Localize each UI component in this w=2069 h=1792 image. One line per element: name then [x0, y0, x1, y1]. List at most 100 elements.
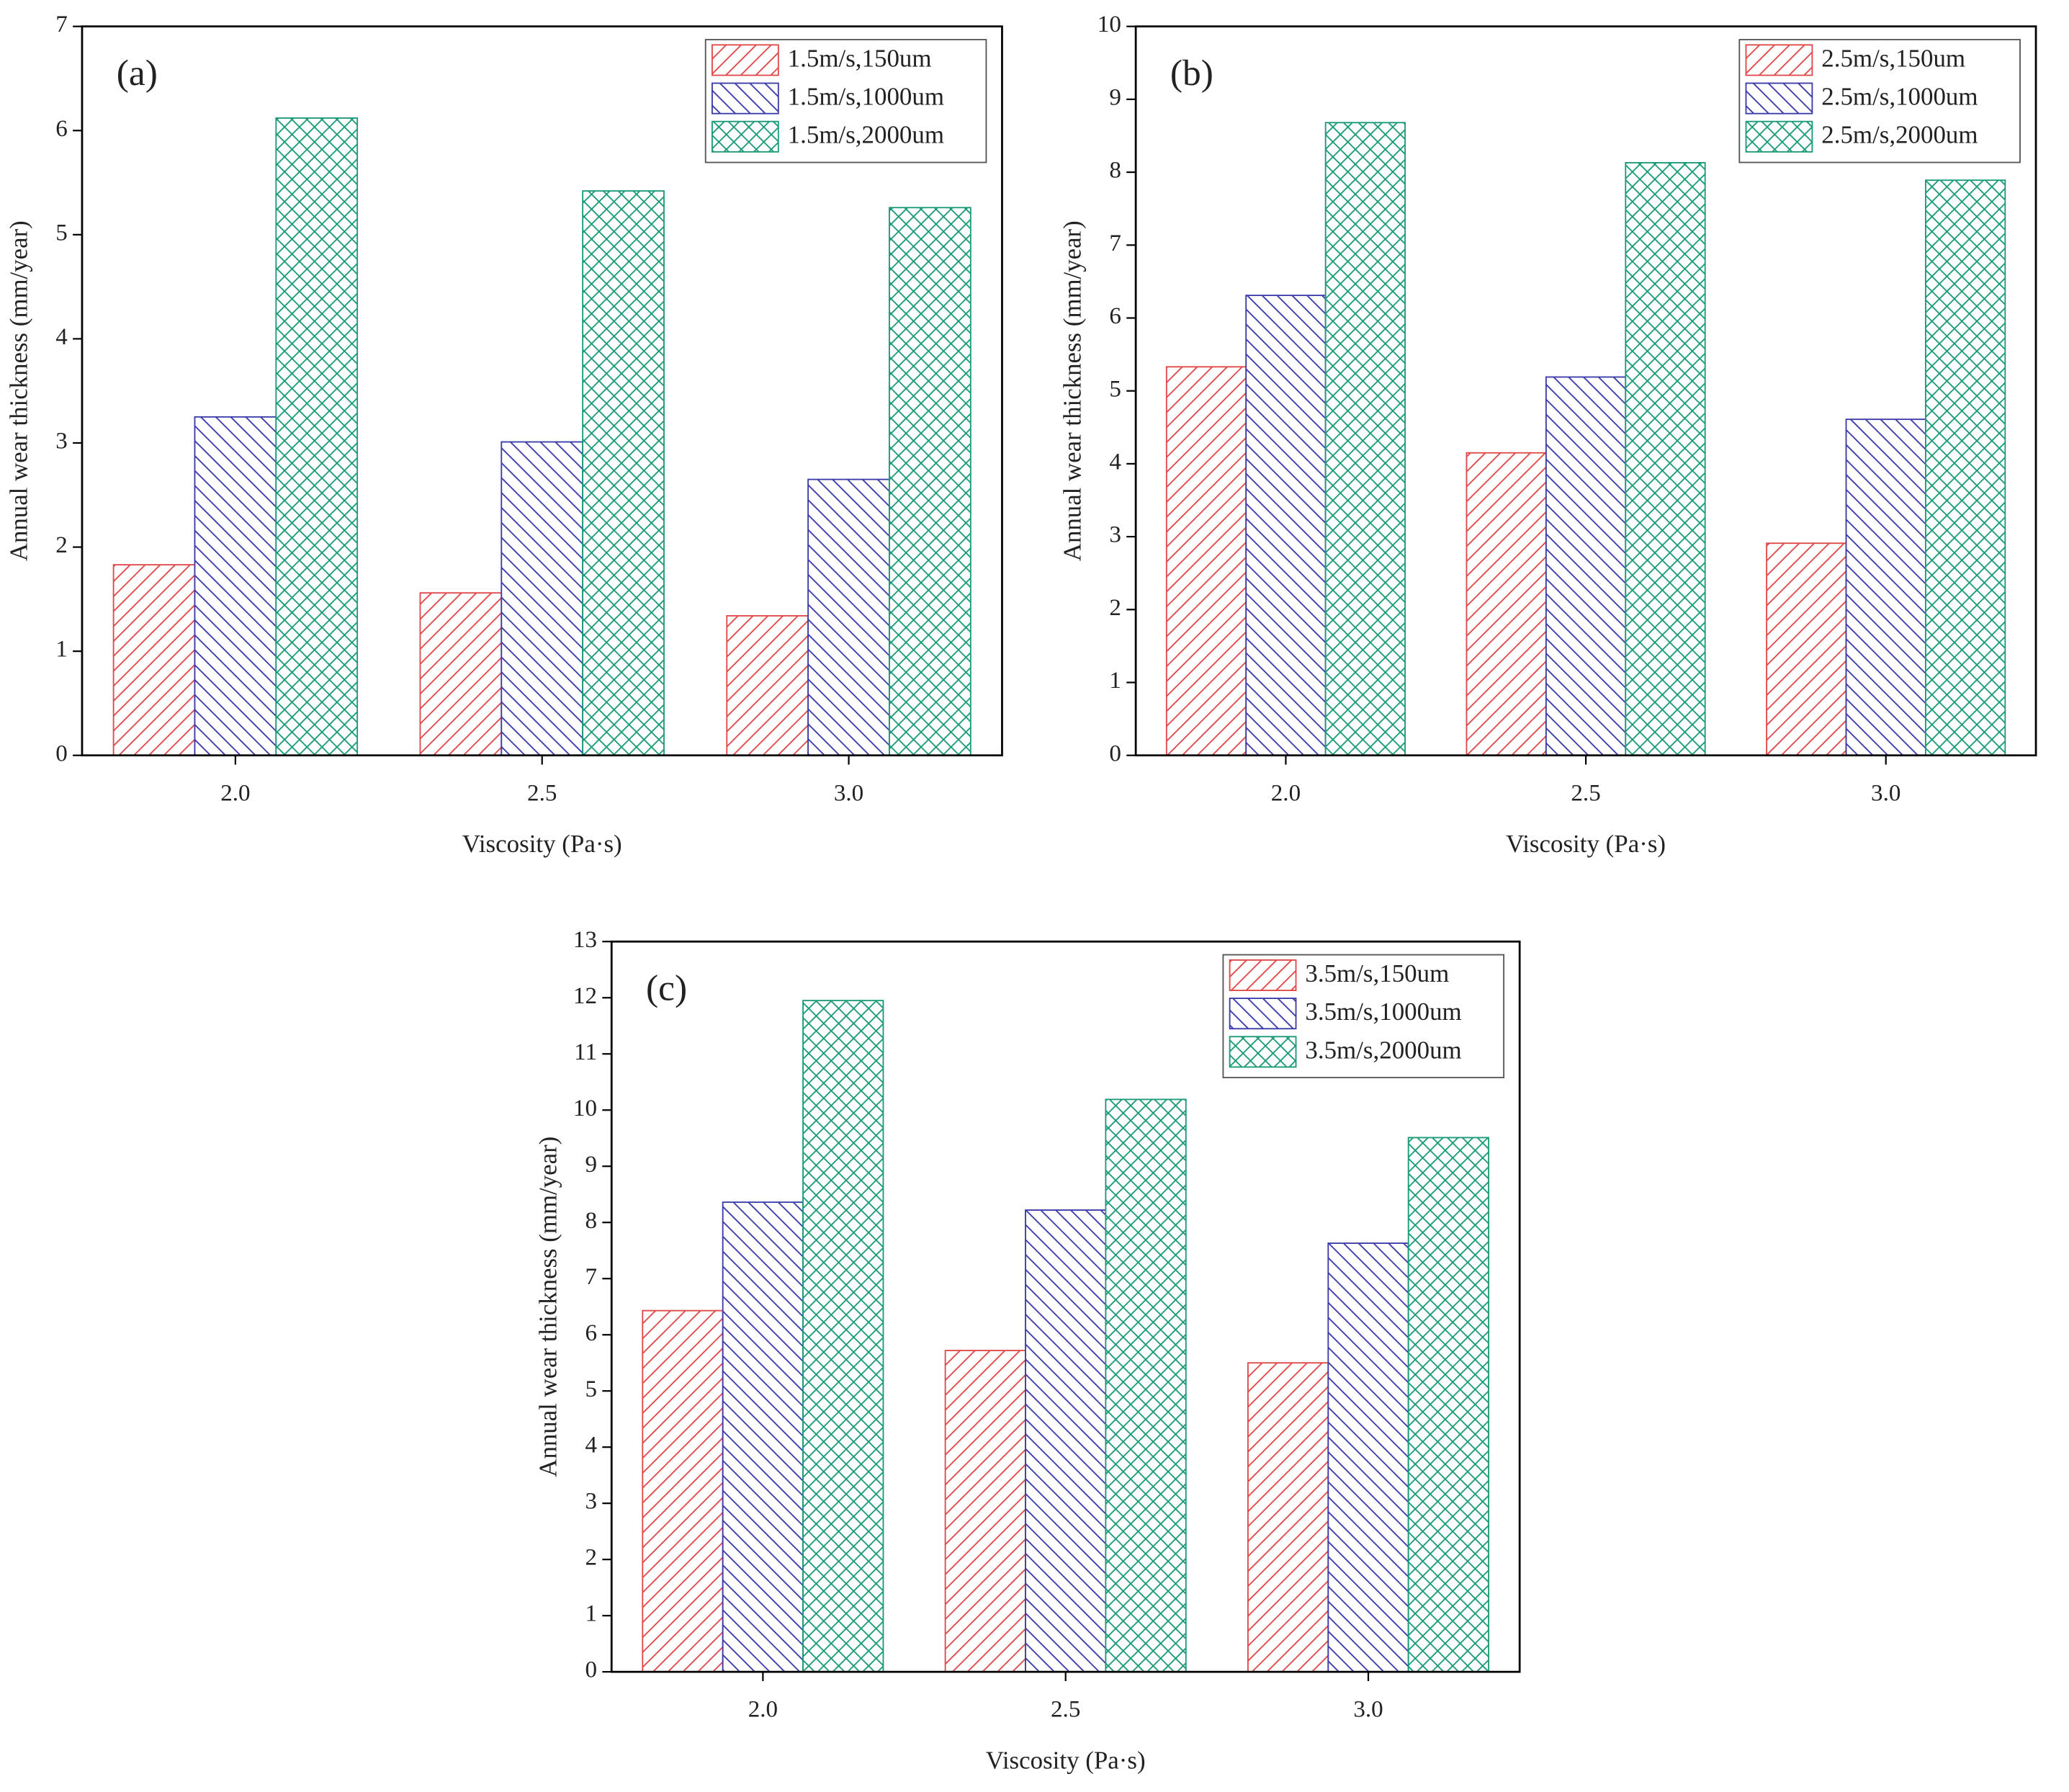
legend-swatch: [1229, 959, 1297, 992]
bar: [419, 592, 503, 756]
y-axis-label: Annual wear thickness (mm/year): [534, 1137, 562, 1477]
bar: [944, 1350, 1026, 1673]
panel-label: (a): [117, 53, 158, 94]
y-tick-label: 2: [1109, 595, 1121, 621]
legend-swatch: [1745, 82, 1813, 115]
y-tick-label: 12: [573, 983, 597, 1009]
bar: [1245, 295, 1327, 756]
legend-swatch: [1229, 1036, 1297, 1068]
bar: [194, 416, 277, 756]
bar: [1545, 376, 1627, 756]
y-tick-label: 7: [1109, 230, 1121, 256]
bar: [112, 564, 196, 756]
bar: [1766, 542, 1847, 756]
legend-label: 2.5m/s,1000um: [1821, 83, 1978, 111]
x-tick-label: 3.0: [1871, 780, 1900, 806]
y-tick-label: 9: [1109, 84, 1121, 110]
plot-frame: [1134, 25, 2037, 757]
x-tick-label: 2.5: [1051, 1697, 1080, 1723]
y-tick-label: 9: [585, 1152, 597, 1178]
bar: [807, 478, 890, 756]
legend-swatch: [711, 120, 779, 153]
y-tick-label: 4: [55, 324, 68, 350]
x-tick-label: 2.5: [527, 780, 557, 806]
legend-label: 3.5m/s,2000um: [1305, 1036, 1461, 1064]
legend-swatch: [1229, 998, 1297, 1030]
y-tick-label: 10: [1098, 12, 1121, 37]
y-tick-label: 1: [585, 1601, 597, 1627]
bar: [1845, 418, 1926, 756]
legend-swatch: [1745, 44, 1813, 76]
y-tick-label: 3: [55, 429, 68, 454]
y-tick-label: 6: [1109, 303, 1121, 329]
y-tick-label: 4: [585, 1433, 597, 1459]
bar: [275, 117, 359, 756]
bar: [722, 1201, 804, 1673]
bar: [1165, 366, 1247, 756]
x-axis-label: Viscosity (Pa·s): [986, 1747, 1146, 1775]
legend-label: 2.5m/s,150um: [1821, 44, 1965, 72]
legend-label: 2.5m/s,2000um: [1821, 121, 1978, 149]
legend-label: 1.5m/s,150um: [788, 44, 932, 72]
y-tick-label: 5: [1109, 376, 1121, 402]
plot-frame: [81, 25, 1003, 757]
x-axis-label: Viscosity (Pa·s): [1506, 830, 1666, 858]
x-tick-label: 2.0: [1271, 780, 1301, 806]
y-axis-label: Annual wear thickness (mm/year): [4, 220, 32, 561]
y-tick-label: 3: [585, 1489, 597, 1515]
legend-label: 3.5m/s,150um: [1305, 959, 1449, 987]
y-tick-label: 2: [55, 532, 68, 558]
bar: [501, 441, 584, 756]
plot-frame: [610, 940, 1521, 1673]
bar: [726, 615, 809, 756]
bar: [1105, 1098, 1187, 1673]
panel-label: (b): [1170, 53, 1213, 94]
x-tick-label: 2.0: [748, 1697, 778, 1723]
y-tick-label: 0: [585, 1657, 597, 1683]
y-tick-label: 11: [574, 1039, 597, 1065]
y-tick-label: 3: [1109, 522, 1121, 548]
x-tick-label: 3.0: [1353, 1697, 1383, 1723]
y-axis-label: Annual wear thickness (mm/year): [1059, 220, 1087, 561]
bar: [1324, 122, 1406, 756]
bar: [1407, 1137, 1490, 1673]
y-tick-label: 2: [585, 1545, 597, 1571]
y-tick-label: 7: [55, 12, 68, 37]
y-tick-label: 8: [1109, 158, 1121, 184]
bar: [1247, 1362, 1329, 1673]
bar: [889, 207, 971, 756]
bar: [1466, 452, 1547, 756]
y-tick-label: 0: [1109, 740, 1121, 766]
panel-label: (c): [646, 968, 687, 1009]
y-tick-label: 10: [573, 1096, 597, 1121]
y-tick-label: 6: [585, 1320, 597, 1346]
x-axis-label: Viscosity (Pa·s): [462, 830, 622, 858]
legend-swatch: [711, 44, 779, 76]
y-tick-label: 0: [55, 740, 68, 766]
legend-label: 1.5m/s,1000um: [788, 83, 944, 111]
y-tick-label: 13: [573, 927, 597, 953]
x-tick-label: 2.5: [1571, 780, 1600, 806]
legend-swatch: [1745, 120, 1813, 153]
x-tick-label: 3.0: [834, 780, 863, 806]
y-tick-label: 6: [55, 116, 68, 142]
bar: [582, 190, 665, 756]
legend-label: 3.5m/s,1000um: [1305, 998, 1461, 1026]
bar: [1925, 179, 2006, 756]
bar: [1625, 162, 1706, 756]
y-tick-label: 5: [55, 220, 68, 246]
legend-swatch: [711, 82, 779, 115]
y-tick-label: 1: [1109, 668, 1121, 694]
y-tick-label: 4: [1109, 449, 1121, 475]
bar: [642, 1309, 724, 1673]
y-tick-label: 1: [55, 637, 68, 663]
bar: [1327, 1242, 1409, 1673]
legend-label: 1.5m/s,2000um: [788, 121, 944, 149]
bar: [802, 1000, 884, 1673]
y-tick-label: 5: [585, 1376, 597, 1402]
bar: [1025, 1209, 1107, 1673]
x-tick-label: 2.0: [220, 780, 250, 806]
y-tick-label: 7: [585, 1264, 597, 1290]
